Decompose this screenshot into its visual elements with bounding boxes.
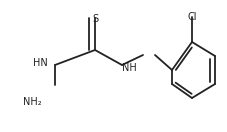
Text: Cl: Cl: [186, 12, 196, 22]
Text: S: S: [91, 14, 98, 24]
Text: NH₂: NH₂: [23, 97, 42, 107]
Text: HN: HN: [33, 58, 48, 68]
Text: NH: NH: [121, 63, 136, 73]
